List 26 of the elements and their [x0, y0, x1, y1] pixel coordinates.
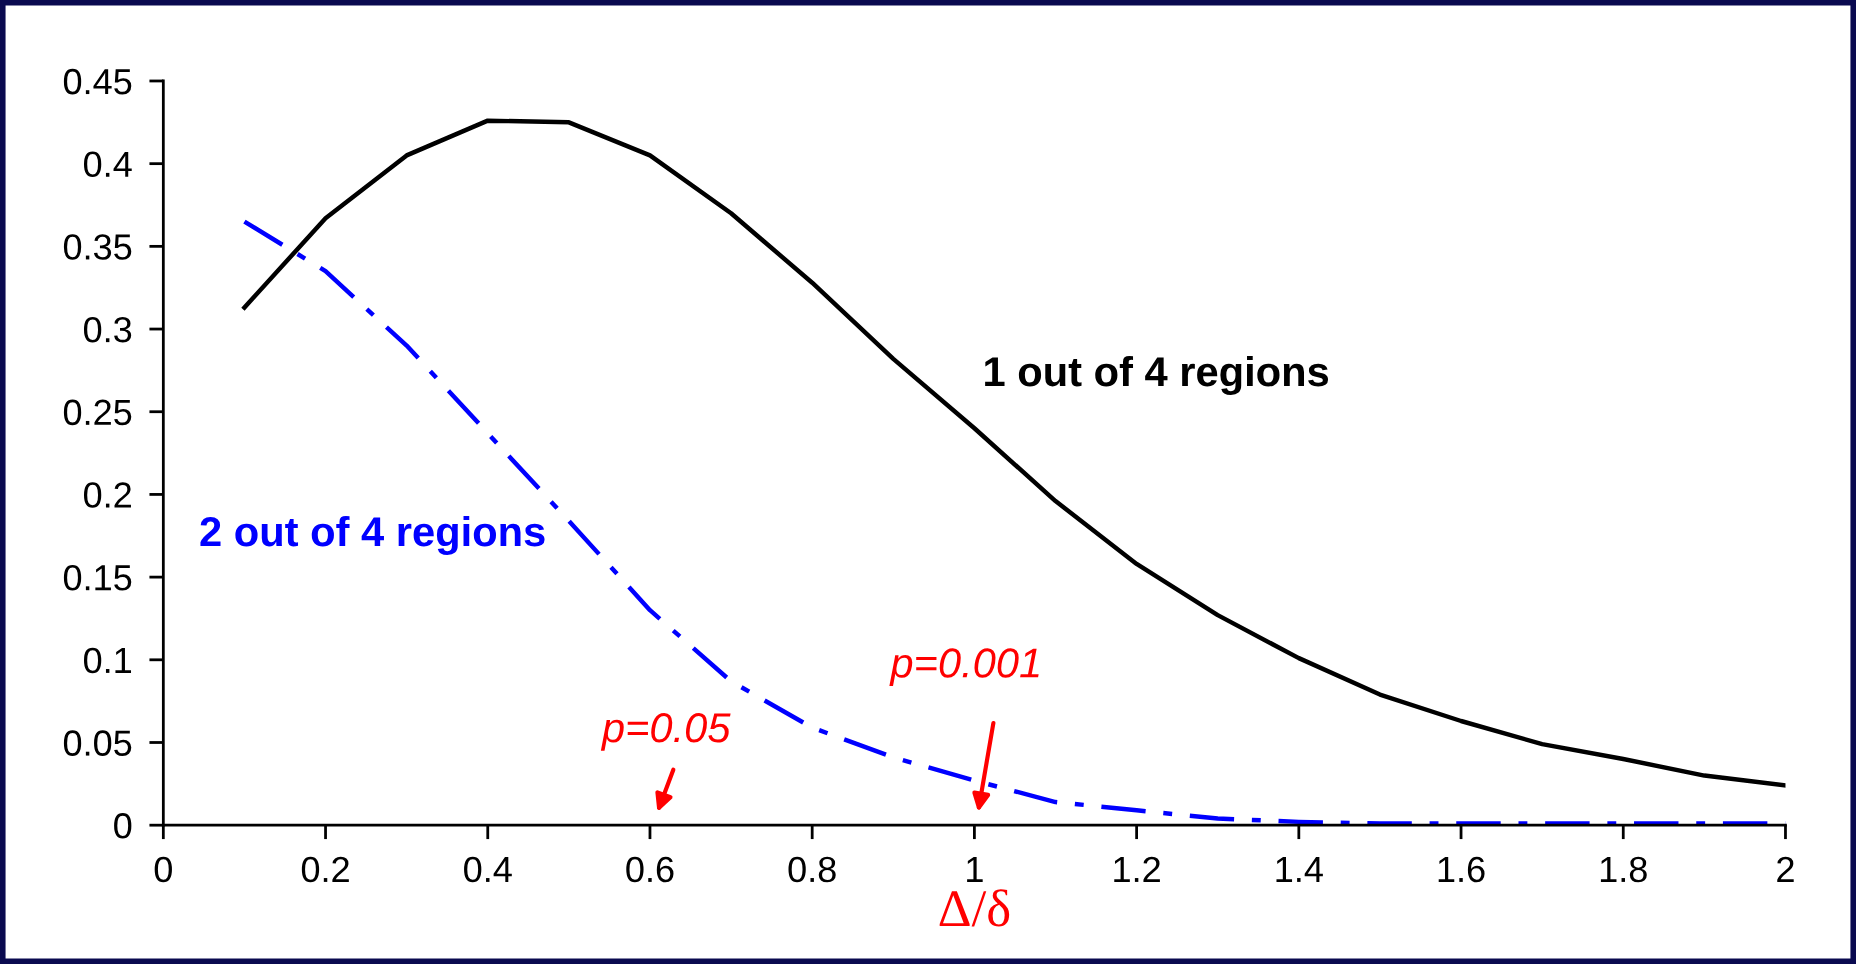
series-label: 2 out of 4 regions [200, 515, 545, 555]
y-tick-label: 0.1 [83, 647, 132, 674]
x-tick-label: 0.8 [788, 856, 836, 883]
y-tick-label: 0 [114, 813, 132, 839]
x-tick-label: 1.4 [1276, 857, 1323, 882]
x-tick-label: 1.8 [1600, 856, 1647, 883]
series-label: 1 out of 4 regions [985, 355, 1329, 395]
x-tick-label: 1.2 [1114, 856, 1160, 882]
x-tick-label: 0.6 [626, 856, 674, 883]
x-tick-label: 2 [1777, 856, 1794, 882]
y-tick-label: 0.05 [63, 730, 132, 756]
y-tick-label: 0.3 [83, 316, 132, 343]
y-tick-label: 0.25 [63, 399, 132, 426]
x-axis-title: Δ/δ [939, 889, 1010, 927]
y-tick-label: 0.35 [63, 234, 132, 260]
y-tick-label: 0.2 [83, 482, 131, 508]
annotation: p=0.05 [600, 713, 731, 751]
x-tick-label: 0 [154, 856, 172, 883]
y-tick-label: 0.45 [63, 68, 132, 95]
x-tick-label: 1.6 [1438, 856, 1485, 883]
x-tick-label: 1 [967, 857, 983, 882]
x-tick-label: 0.2 [301, 856, 349, 883]
y-tick-label: 0.15 [63, 564, 132, 591]
x-tick-label: 0.4 [464, 856, 512, 883]
y-tick-label: 0.4 [83, 151, 132, 178]
annotation: p=0.001 [889, 648, 1039, 687]
